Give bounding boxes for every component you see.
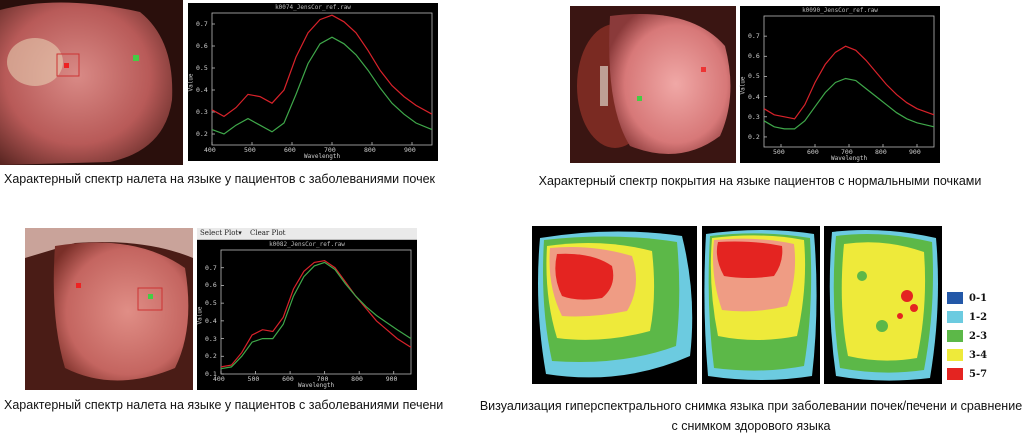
legend-label: 3-4 (969, 349, 988, 361)
series-line-red (211, 14, 433, 118)
x-tick-label: 800 (875, 148, 887, 156)
caption-normal-kidney-coating: Характерный спектр покрытия на языке пац… (538, 174, 982, 188)
y-axis-label: Value (739, 75, 747, 95)
y-tick-label: 0.3 (196, 108, 208, 116)
y-tick-label: 0.7 (205, 263, 217, 272)
y-tick-label: 0.5 (196, 64, 208, 72)
series-line-green (211, 36, 433, 135)
series-line-green (763, 77, 935, 130)
tongue-photo-normal (570, 6, 736, 163)
x-tick-label: 600 (284, 146, 296, 154)
legend-swatch (947, 292, 963, 304)
hyperspectral-heatmaps (532, 226, 942, 386)
series-line-red (763, 45, 935, 120)
x-axis-label: Wavelength (831, 155, 868, 162)
x-tick-label: 800 (364, 146, 376, 154)
y-tick-label: 0.2 (205, 352, 217, 361)
y-tick-label: 0.5 (205, 299, 217, 308)
series-line-red (220, 259, 412, 368)
x-tick-label: 400 (213, 375, 225, 383)
legend-item: 1-2 (947, 311, 987, 323)
caption-visualization: Визуализация гиперспектрального снимка я… (479, 399, 1023, 433)
y-tick-label: 0.7 (748, 32, 760, 41)
x-tick-label: 900 (909, 148, 921, 156)
series-line-green (220, 261, 412, 370)
legend-item: 5-7 (947, 368, 987, 380)
x-tick-label: 600 (282, 375, 294, 383)
x-axis-label: Wavelength (298, 382, 335, 389)
plot-title: k0090_JensCor_ref.raw (802, 7, 878, 14)
legend-item: 3-4 (947, 349, 987, 361)
plot-canvas (220, 249, 412, 375)
plot-title: k0074_JensCor_ref.raw (275, 4, 351, 11)
x-tick-label: 500 (244, 146, 256, 154)
legend-swatch (947, 330, 963, 342)
y-tick-label: 0.6 (196, 42, 208, 50)
x-tick-label: 700 (316, 375, 329, 383)
y-tick-label: 0.7 (196, 20, 208, 28)
x-tick-label: 800 (351, 375, 363, 383)
legend-swatch (947, 368, 963, 380)
clear-plot-button[interactable]: Clear Plot (250, 229, 286, 237)
legend-label: 1-2 (969, 311, 988, 323)
plot-canvas (211, 12, 433, 146)
y-tick-label: 0.6 (748, 52, 760, 61)
y-axis-label: Value (187, 73, 195, 92)
legend-label: 0-1 (969, 292, 988, 304)
legend-label: 2-3 (969, 330, 988, 342)
legend-label: 5-7 (969, 368, 988, 380)
y-tick-label: 0.3 (748, 112, 760, 121)
x-tick-label: 400 (204, 146, 216, 154)
y-tick-label: 0.2 (748, 132, 760, 141)
y-axis-label: Value (196, 306, 204, 325)
x-tick-label: 500 (773, 148, 785, 156)
y-tick-label: 0.3 (205, 334, 217, 343)
x-tick-label: 700 (324, 146, 336, 154)
spectrum-plot-liver: k0082_JensCor_ref.raw 400 500 600 700 800 900 0… (197, 240, 417, 390)
plot-title: k0082_JensCor_ref.raw (269, 241, 345, 248)
x-tick-label: 900 (404, 146, 416, 154)
x-tick-label: 500 (247, 375, 260, 383)
tongue-photo-liver (25, 228, 193, 390)
plot-frame (211, 12, 433, 146)
x-axis-label: Wavelength (304, 153, 341, 160)
x-tick-label: 900 (385, 375, 398, 383)
y-tick-label: 0.5 (748, 72, 760, 81)
spectrum-plot-normal: k0090_JensCor_ref.raw 500 600 700 800 900 0.2 0… (740, 6, 940, 163)
plot-canvas (763, 15, 935, 148)
select-plot-menu[interactable]: Select Plot▾ (200, 229, 242, 237)
legend-item: 2-3 (947, 330, 987, 342)
caption-kidney-coating: Характерный спектр налета на языке у пац… (4, 172, 436, 186)
y-tick-label: 0.2 (196, 130, 208, 138)
x-tick-label: 600 (807, 148, 819, 156)
plot-toolbar: Select Plot▾ Clear Plot (197, 228, 417, 240)
legend-swatch (947, 349, 963, 361)
x-tick-label: 700 (841, 148, 853, 156)
spectrum-plot-kidney: k0074_JensCor_ref.raw 400 500 600 700 800 900 0… (188, 3, 438, 161)
y-tick-label: 0.6 (205, 281, 217, 290)
plot-frame (763, 15, 935, 148)
y-tick-label: 0.4 (205, 316, 217, 325)
y-tick-label: 0.4 (196, 86, 208, 94)
plot-frame (220, 249, 412, 375)
legend-swatch (947, 311, 963, 323)
legend-item: 0-1 (947, 292, 987, 304)
y-tick-label: 0.1 (205, 370, 217, 378)
caption-liver-coating: Характерный спектр налета на языке у пац… (4, 398, 444, 412)
y-tick-label: 0.4 (748, 92, 760, 101)
tongue-photo-kidney (0, 0, 183, 165)
